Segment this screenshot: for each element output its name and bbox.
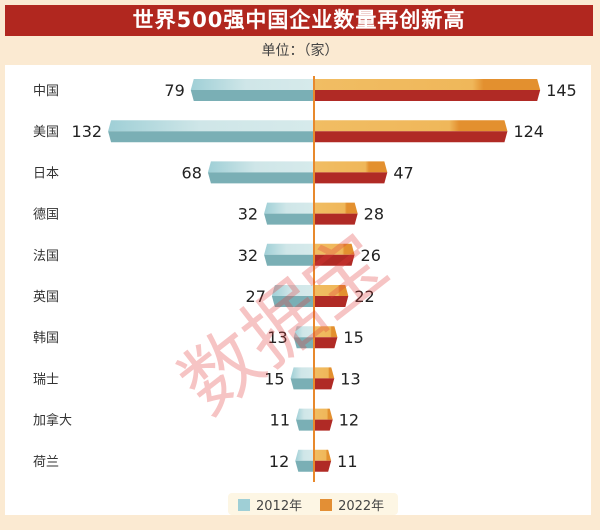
category-label: 美国 xyxy=(33,125,59,140)
value-label-2022: 145 xyxy=(546,81,577,100)
bar-2022-top xyxy=(314,120,508,132)
bar-2012-top xyxy=(271,285,314,296)
legend: 2012年 2022年 xyxy=(228,493,398,515)
value-label-2022: 26 xyxy=(361,246,381,265)
value-label-2022: 124 xyxy=(513,122,544,141)
category-label: 法国 xyxy=(33,249,59,264)
bar-2012-bottom xyxy=(296,419,314,431)
bar-2022-top xyxy=(314,243,355,255)
value-label-2022: 15 xyxy=(343,328,363,347)
value-label-2022: 22 xyxy=(354,287,374,306)
bar-2022-bottom xyxy=(314,254,355,266)
bar-2012-bottom xyxy=(190,90,314,101)
bar-2022-top xyxy=(314,285,349,296)
bar-2022-bottom xyxy=(314,378,335,390)
bar-2012-top xyxy=(264,243,314,255)
bar-2022-top xyxy=(314,161,388,173)
bar-2022-bottom xyxy=(314,296,349,307)
bar-2012-top xyxy=(290,367,314,379)
bar-2012-top xyxy=(108,120,314,132)
value-label-2012: 132 xyxy=(72,122,103,141)
category-label: 英国 xyxy=(33,290,59,305)
bar-2022-top xyxy=(314,79,541,90)
bar-2022-top xyxy=(314,202,358,214)
legend-item-2022: 2022年 xyxy=(320,495,384,514)
value-label-2012: 32 xyxy=(238,246,258,265)
bar-2012-top xyxy=(190,79,314,90)
bar-2022-bottom xyxy=(314,419,333,431)
value-label-2022: 13 xyxy=(340,369,360,388)
bar-2022-bottom xyxy=(314,337,338,349)
legend-label-2012: 2012年 xyxy=(256,498,303,514)
unit-label: 单位：（家） xyxy=(261,43,339,59)
bar-2012-bottom xyxy=(295,460,314,472)
bar-2022-bottom xyxy=(314,131,508,143)
category-label: 瑞士 xyxy=(33,372,59,387)
chart-title: 世界500强中国企业数量再创新高 xyxy=(5,5,593,36)
bar-2012-bottom xyxy=(207,172,314,184)
bar-2012-top xyxy=(264,202,314,214)
bar-2012-top xyxy=(295,449,314,461)
legend-item-2012: 2012年 xyxy=(238,495,302,514)
category-label: 荷兰 xyxy=(33,455,59,470)
bar-2022-top xyxy=(314,326,338,338)
value-label-2012: 15 xyxy=(264,369,284,388)
bar-2012-bottom xyxy=(108,131,314,143)
bar-2022-bottom xyxy=(314,90,541,101)
bar-2012-bottom xyxy=(271,296,314,307)
legend-label-2022: 2022年 xyxy=(338,498,385,514)
value-label-2012: 68 xyxy=(182,163,202,182)
value-label-2022: 12 xyxy=(339,411,359,430)
legend-swatch-2022 xyxy=(320,498,333,511)
value-label-2012: 27 xyxy=(246,287,266,306)
value-label-2022: 47 xyxy=(393,163,413,182)
value-label-2022: 28 xyxy=(364,205,384,224)
bar-2012-top xyxy=(207,161,314,173)
bar-2012-bottom xyxy=(293,337,314,349)
bar-2012-bottom xyxy=(290,378,314,390)
value-label-2022: 11 xyxy=(337,452,357,471)
bar-2022-bottom xyxy=(314,460,332,472)
value-label-2012: 13 xyxy=(267,328,287,347)
legend-swatch-2012 xyxy=(238,498,250,511)
bar-2012-top xyxy=(293,326,314,338)
category-label: 韩国 xyxy=(33,331,59,346)
bar-2022-bottom xyxy=(314,213,358,225)
category-label: 中国 xyxy=(33,84,59,99)
category-label: 德国 xyxy=(33,208,59,223)
bar-2012-top xyxy=(296,408,314,420)
value-label-2012: 12 xyxy=(269,452,289,471)
bar-2012-bottom xyxy=(264,254,314,266)
category-label: 日本 xyxy=(33,166,59,181)
value-label-2012: 11 xyxy=(270,411,290,430)
value-label-2012: 32 xyxy=(238,205,258,224)
bar-2022-top xyxy=(314,449,332,461)
value-label-2012: 79 xyxy=(164,81,184,100)
bar-2012-bottom xyxy=(264,213,314,225)
category-label: 加拿大 xyxy=(33,413,72,429)
bar-2022-top xyxy=(314,367,335,379)
bar-2022-top xyxy=(314,408,333,420)
bar-2022-bottom xyxy=(314,172,388,184)
